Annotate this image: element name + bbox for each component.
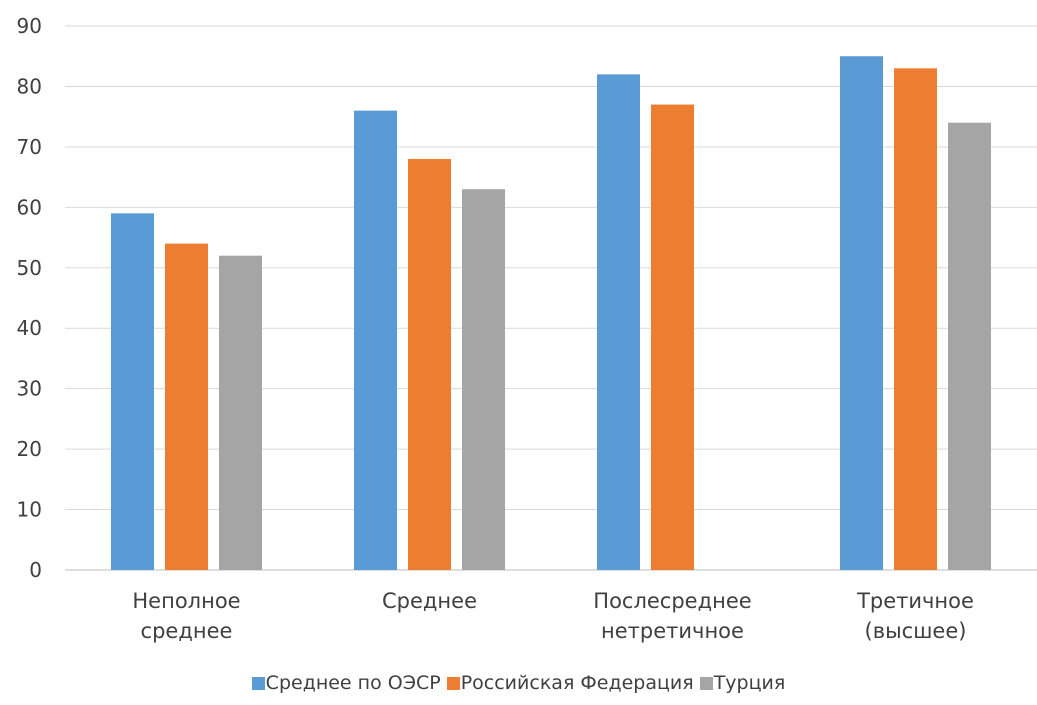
y-tick-label: 20 — [17, 437, 42, 461]
bar-1-1 — [111, 213, 154, 570]
y-tick-label: 50 — [17, 256, 42, 280]
bar-2-1 — [165, 243, 208, 570]
y-tick-label: 60 — [17, 195, 42, 219]
bar-1-3 — [597, 74, 640, 570]
bar-1-2 — [354, 110, 397, 570]
legend-swatch — [251, 676, 265, 690]
y-tick-label: 40 — [17, 316, 42, 340]
y-tick-label: 30 — [17, 377, 42, 401]
legend-item: Турция — [699, 672, 786, 694]
x-tick-label: Среднее — [382, 589, 477, 613]
legend-swatch — [446, 676, 460, 690]
x-tick-label: Неполное среднее — [132, 589, 240, 643]
legend-label: Российская Федерация — [460, 672, 694, 694]
legend-swatch — [699, 676, 713, 690]
chart-legend: Среднее по ОЭСР Российская Федерация Турци… — [0, 672, 1037, 695]
bar-2-3 — [651, 104, 694, 571]
y-tick-label: 90 — [17, 14, 42, 38]
y-tick-label: 80 — [17, 74, 42, 98]
legend-item: Российская Федерация — [446, 672, 694, 694]
y-tick-label: 10 — [17, 498, 42, 522]
bar-2-2 — [408, 158, 451, 570]
legend-label: Турция — [713, 672, 786, 694]
legend-label: Среднее по ОЭСР — [265, 672, 441, 694]
y-tick-label: 0 — [29, 558, 42, 582]
bar-3-2 — [462, 189, 505, 570]
bar-3-1 — [219, 255, 262, 570]
bar-3-4 — [948, 122, 991, 570]
bar-2-4 — [894, 68, 937, 571]
x-tick-label: Послесреднее нетретичное — [593, 589, 751, 643]
bar-chart: 0 10 20 30 40 50 60 70 80 90 Неполное среднее Средне… — [17, 14, 1037, 643]
x-tick-label: Третичное (высшее) — [856, 589, 974, 643]
legend-item: Среднее по ОЭСР — [251, 672, 441, 694]
bar-1-4 — [840, 56, 883, 570]
y-tick-label: 70 — [17, 135, 42, 159]
